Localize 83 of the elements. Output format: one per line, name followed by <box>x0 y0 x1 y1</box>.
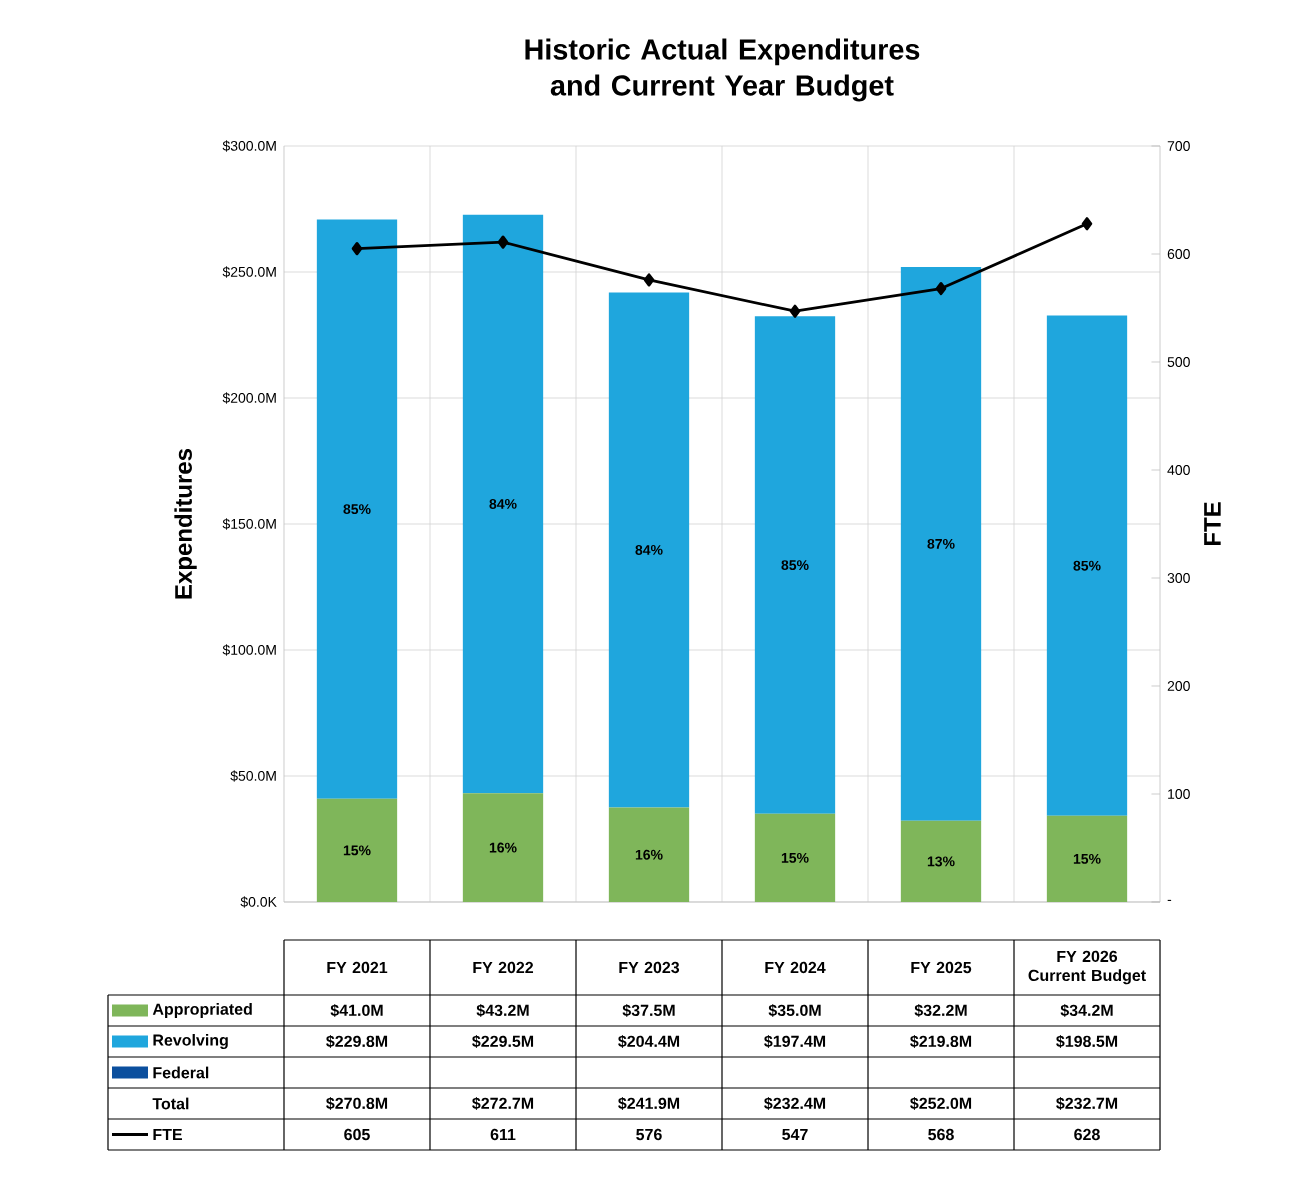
text: Total <box>152 1097 189 1110</box>
y2-tick-label: 100 <box>1168 789 1190 799</box>
legend-label: Revolving <box>153 1034 228 1049</box>
bar <box>1046 315 1128 816</box>
y2-tick-label: 400 <box>1167 465 1190 475</box>
data-label: 576 <box>636 1128 662 1141</box>
data-label: $35.0M <box>768 1003 821 1018</box>
data-label: $37.5M <box>622 1003 675 1018</box>
annotation: 15% <box>1073 853 1101 864</box>
x-tick-label: FY 2021 <box>327 961 388 974</box>
y-tick-label: $100.0M <box>222 644 276 656</box>
bar <box>462 214 544 794</box>
text: $252.0M <box>910 1096 972 1111</box>
point <box>935 281 947 296</box>
y-axis-title: Expenditures <box>174 448 197 599</box>
bar <box>1046 815 1128 902</box>
y2-tick-label: 700 <box>1167 141 1190 151</box>
data-label: 628 <box>1074 1128 1100 1141</box>
point <box>351 242 363 256</box>
bar <box>316 798 398 902</box>
data-label: 605 <box>344 1128 370 1141</box>
y-tick-label: $300.0M <box>222 140 276 152</box>
y-tick-label: $150.0M <box>222 518 276 530</box>
x-tick-label: FY 2023 <box>619 961 680 974</box>
x-tick-label: FY 2022 <box>473 961 534 974</box>
bar <box>608 807 690 902</box>
data-label: $34.2M <box>1060 1003 1113 1018</box>
bar <box>316 219 398 799</box>
point <box>1081 217 1093 231</box>
y2-tick-label: 300 <box>1167 573 1190 583</box>
y2-tick-label: - <box>1167 899 1172 901</box>
y-tick-label: $250.0M <box>222 266 276 278</box>
annotation: 16% <box>489 842 517 853</box>
y2-tick-label: 600 <box>1167 249 1190 259</box>
bar <box>754 316 836 814</box>
text: $272.7M <box>472 1096 534 1111</box>
y-tick-label: $0.0K <box>240 896 277 908</box>
data-label: $229.8M <box>326 1034 388 1049</box>
y2-axis-title: FTE <box>1204 502 1221 546</box>
data-label: $198.5M <box>1056 1034 1118 1049</box>
data-label: $43.2M <box>476 1003 529 1018</box>
y-tick-label: $50.0M <box>230 770 276 782</box>
text: $232.4M <box>764 1096 826 1111</box>
annotation: 84% <box>635 545 663 555</box>
data-label: $32.2M <box>914 1003 967 1018</box>
bar <box>608 292 690 808</box>
point <box>789 304 801 318</box>
text: $270.8M <box>326 1096 388 1111</box>
bar <box>900 266 982 821</box>
bar <box>462 793 544 902</box>
bar <box>900 820 982 902</box>
x-tick-label: FY 2024 <box>765 961 826 974</box>
text: $241.9M <box>618 1096 680 1111</box>
text: $232.7M <box>1056 1096 1118 1111</box>
data-label: $229.5M <box>472 1034 534 1049</box>
point <box>643 273 655 287</box>
annotation: 15% <box>781 852 809 863</box>
legend-label: Federal <box>153 1066 209 1079</box>
point <box>497 235 509 249</box>
y2-tick-label: 200 <box>1167 681 1190 691</box>
data-label: $41.0M <box>330 1003 383 1018</box>
annotation: 16% <box>635 849 663 860</box>
data-label: $197.4M <box>764 1034 826 1049</box>
annotation: 85% <box>343 504 371 515</box>
annotation: 85% <box>1073 560 1101 571</box>
y2-tick-label: 500 <box>1167 357 1190 367</box>
data-label: $219.8M <box>910 1034 972 1049</box>
data-label: 568 <box>928 1128 954 1141</box>
data-label: 547 <box>782 1128 808 1141</box>
annotation: 87% <box>927 538 955 549</box>
annotation: 85% <box>781 560 809 571</box>
x-tick-label: FY 2025 <box>911 961 972 974</box>
legend-label: Appropriated <box>152 1003 252 1018</box>
chart-title: Historic Actual Expenditures and Current Year Budget <box>525 38 920 102</box>
data-label: 611 <box>490 1128 516 1141</box>
annotation: 84% <box>489 499 517 509</box>
annotation: 13% <box>927 856 955 867</box>
annotation: 15% <box>343 845 371 856</box>
y-tick-label: $200.0M <box>222 392 276 404</box>
data-label: $204.4M <box>618 1034 680 1049</box>
legend-label: FTE <box>153 1129 182 1141</box>
bar <box>754 813 836 902</box>
x-tick-label: FY 2026 Current Budget <box>1028 950 1146 985</box>
